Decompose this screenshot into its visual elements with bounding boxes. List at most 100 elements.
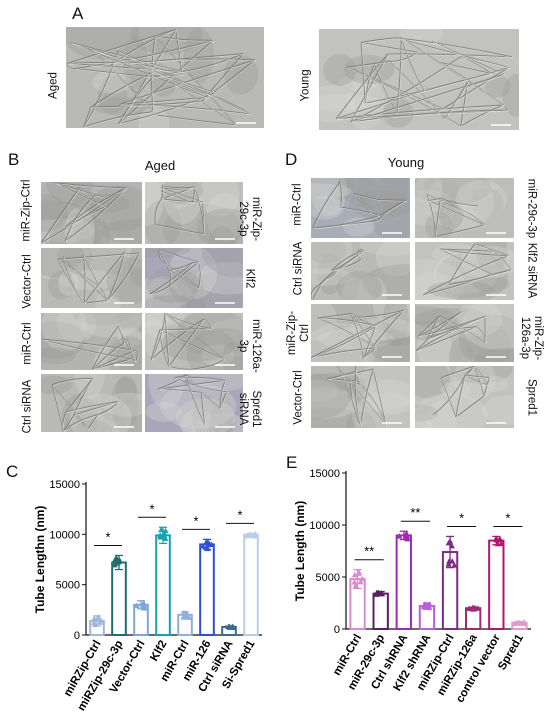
- chart-e: 0 5000 10000 15000 Tube Length (nm) miR-Ctrl m…: [275, 460, 550, 713]
- significance-mark: *: [105, 529, 110, 544]
- micrograph-b-4: [145, 248, 243, 308]
- significance-mark: **: [364, 544, 374, 559]
- data-point: [252, 530, 259, 537]
- significance-mark: *: [237, 507, 242, 522]
- bar: [488, 539, 505, 630]
- data-point: [204, 541, 211, 548]
- panel-d-right-label-3: miR-Zip-126a-3p: [519, 315, 544, 361]
- data-point: [351, 578, 358, 585]
- panel-b-left-label-4: Ctrl siRNA: [21, 379, 34, 434]
- panel-a-right-label: Young: [299, 69, 312, 102]
- data-point: [355, 570, 362, 576]
- panel-d-left-label-2: Ctrl siRNA: [292, 241, 305, 296]
- micrograph-b-1: [41, 182, 142, 244]
- data-point: [396, 533, 403, 539]
- micrograph-b-8: [145, 374, 243, 432]
- data-point: [199, 543, 206, 549]
- data-point: [243, 532, 250, 539]
- data-point: [494, 537, 501, 543]
- data-point: [208, 541, 215, 548]
- data-point: [95, 614, 102, 621]
- data-point: [449, 558, 456, 564]
- data-point: [521, 618, 528, 625]
- micrograph-d-4: [415, 242, 514, 300]
- micrograph-d-3: [311, 242, 410, 300]
- data-point: [162, 535, 169, 542]
- panel-b-right-label-1: miR-Zip-29c-3p: [237, 196, 262, 242]
- data-point: [403, 530, 410, 536]
- panel-d-right-label-2: Klf2 siRNA: [525, 242, 538, 299]
- data-point: [445, 561, 452, 567]
- data-point: [357, 578, 364, 585]
- data-point: [162, 527, 169, 534]
- micrograph-b-7: [41, 374, 142, 432]
- panel-d-left-label-3: miR-Zip-Ctrl: [286, 310, 311, 356]
- data-point: [158, 526, 165, 533]
- data-point: [226, 623, 233, 630]
- data-point: [426, 604, 433, 610]
- micrograph-d-6: [415, 304, 514, 362]
- data-point: [471, 605, 478, 611]
- micrograph-d-1: [311, 178, 410, 238]
- data-point: [494, 540, 501, 547]
- data-point: [465, 605, 472, 612]
- data-point: [91, 619, 98, 625]
- significance-mark: *: [505, 510, 510, 525]
- bar: [155, 534, 171, 636]
- y-tick-label: 5000: [56, 580, 80, 592]
- panel-b-left-label-2: Vector-Ctrl: [21, 254, 34, 309]
- data-point: [421, 603, 428, 610]
- data-point: [112, 555, 119, 562]
- panel-b-right-label-2: Klf2: [243, 268, 256, 289]
- panel-d-letter: D: [285, 150, 298, 169]
- bar: [395, 534, 412, 630]
- significance-mark: *: [193, 513, 198, 528]
- data-point: [351, 571, 358, 578]
- data-point: [511, 620, 518, 627]
- micrograph-b-5: [41, 313, 142, 370]
- bar: [199, 543, 215, 636]
- bar: [111, 561, 127, 636]
- data-point: [111, 561, 118, 568]
- micrograph-aged: [66, 27, 264, 128]
- data-point: [141, 602, 148, 609]
- y-tick-label: 0: [74, 630, 80, 642]
- significance-mark: *: [149, 501, 154, 516]
- y-tick-label: 15000: [49, 479, 80, 491]
- data-point: [133, 602, 140, 608]
- chart-c: 0 5000 10000 15000 Tube Lengthn (nm) miRZip-C…: [0, 470, 275, 713]
- y-tick-label: 10000: [309, 520, 340, 532]
- significance-mark: **: [410, 505, 420, 520]
- micrograph-b-2: [145, 182, 243, 244]
- bar: [372, 592, 389, 630]
- panel-b-left-label-3: miR-Ctrl: [21, 322, 34, 365]
- panel-b-title: Aged: [144, 158, 176, 173]
- data-point: [404, 533, 411, 539]
- micrograph-b-3: [41, 248, 142, 308]
- panel-d-left-label-4: Vector-Ctrl: [292, 370, 305, 425]
- panel-d-right-label-4: Spred1: [525, 378, 538, 417]
- data-point: [352, 582, 359, 589]
- y-tick-label: 10000: [49, 529, 80, 541]
- panel-a-left-label: Aged: [47, 72, 60, 99]
- data-point: [184, 613, 191, 620]
- data-point: [445, 539, 452, 546]
- panel-b-right-label-3: miR-126a-3p: [237, 319, 262, 373]
- data-point: [116, 557, 123, 564]
- panel-b-left-label-1: miR-Zip-Ctrl: [20, 179, 33, 242]
- data-point: [98, 617, 105, 624]
- y-axis-title: Tube Length (nm): [293, 501, 307, 601]
- y-axis-title: Tube Lengthn (nm): [33, 506, 47, 614]
- data-point: [180, 614, 187, 620]
- panel-b-right-label-4: Spred1 siRNA: [237, 390, 262, 428]
- panel-c-letter: C: [6, 462, 19, 481]
- data-point: [180, 610, 187, 616]
- bar: [243, 533, 259, 636]
- panel-e-letter: E: [286, 453, 298, 472]
- micrograph-d-5: [311, 304, 410, 362]
- data-point: [157, 534, 164, 540]
- micrograph-d-8: [415, 366, 514, 428]
- y-tick-label: 15000: [309, 468, 340, 480]
